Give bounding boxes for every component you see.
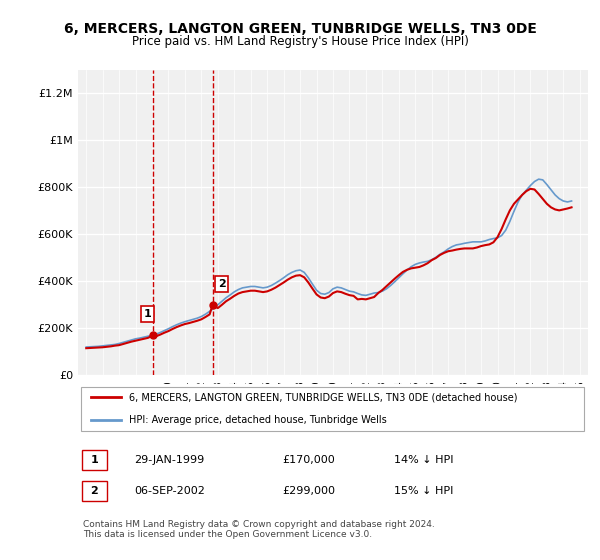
Text: £170,000: £170,000 — [282, 455, 335, 465]
Text: 14% ↓ HPI: 14% ↓ HPI — [394, 455, 454, 465]
Text: HPI: Average price, detached house, Tunbridge Wells: HPI: Average price, detached house, Tunb… — [129, 415, 387, 425]
Text: 15% ↓ HPI: 15% ↓ HPI — [394, 486, 454, 496]
FancyBboxPatch shape — [80, 387, 584, 431]
Text: 06-SEP-2002: 06-SEP-2002 — [134, 486, 205, 496]
Text: 2: 2 — [91, 486, 98, 496]
FancyBboxPatch shape — [82, 450, 107, 470]
Text: 29-JAN-1999: 29-JAN-1999 — [134, 455, 205, 465]
Text: 6, MERCERS, LANGTON GREEN, TUNBRIDGE WELLS, TN3 0DE (detached house): 6, MERCERS, LANGTON GREEN, TUNBRIDGE WEL… — [129, 393, 517, 403]
Text: 2: 2 — [218, 279, 226, 289]
Text: £299,000: £299,000 — [282, 486, 335, 496]
Text: 1: 1 — [91, 455, 98, 465]
Text: Contains HM Land Registry data © Crown copyright and database right 2024.
This d: Contains HM Land Registry data © Crown c… — [83, 520, 435, 539]
Text: Price paid vs. HM Land Registry's House Price Index (HPI): Price paid vs. HM Land Registry's House … — [131, 35, 469, 48]
Text: 6, MERCERS, LANGTON GREEN, TUNBRIDGE WELLS, TN3 0DE: 6, MERCERS, LANGTON GREEN, TUNBRIDGE WEL… — [64, 22, 536, 36]
FancyBboxPatch shape — [82, 481, 107, 501]
Text: 1: 1 — [144, 309, 151, 319]
